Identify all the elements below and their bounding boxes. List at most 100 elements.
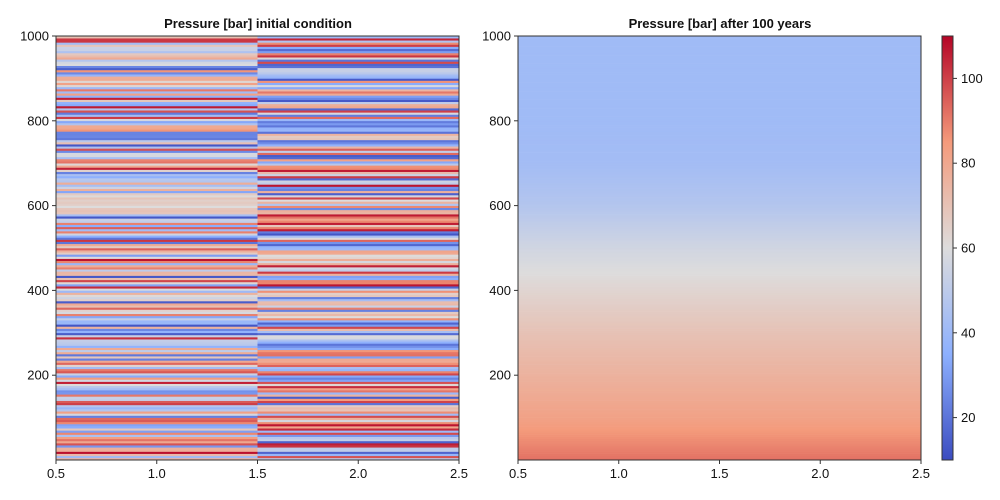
heatmap-cell (518, 430, 921, 433)
heatmap-cell (257, 211, 459, 215)
heatmap-cell (56, 398, 258, 401)
heatmap-cell (518, 252, 921, 255)
heatmap-cell (518, 180, 921, 183)
heatmap-cell (56, 231, 258, 234)
heatmap-cell (56, 434, 258, 437)
heatmap-cell (56, 184, 258, 187)
heatmap-cell (56, 334, 258, 338)
heatmap-cell (257, 245, 459, 249)
heatmap-cell (518, 146, 921, 149)
y-tick-label: 400 (489, 283, 511, 298)
heatmap-cell (257, 413, 459, 416)
heatmap-cell (56, 447, 258, 450)
heatmap-cell (257, 110, 459, 113)
heatmap-cell (518, 42, 921, 45)
heatmap-cell (56, 195, 258, 198)
heatmap-cell (518, 186, 921, 189)
heatmap-cell (518, 271, 921, 274)
heatmap-cell (56, 86, 258, 90)
heatmap-cell (56, 298, 258, 302)
heatmap-cell (257, 332, 459, 336)
heatmap-cell (257, 349, 459, 353)
y-tick-label: 200 (27, 368, 49, 383)
heatmap-cell (518, 358, 921, 361)
heatmap-cell (257, 184, 459, 187)
heatmap-cell (518, 125, 921, 128)
x-tick-label: 0.5 (509, 466, 527, 481)
heatmap-cell (518, 228, 921, 232)
heatmap-cell (56, 156, 258, 160)
heatmap-cell (56, 237, 258, 240)
heatmap-cell (56, 351, 258, 355)
heatmap-cell (518, 392, 921, 395)
x-tick-label: 1.0 (148, 466, 166, 481)
heatmap-cell (257, 93, 459, 96)
heatmap-cell (56, 239, 258, 242)
heatmap-cell (518, 80, 921, 83)
heatmap-cell (518, 301, 921, 304)
heatmap-cell (518, 275, 921, 278)
heatmap-cell (56, 36, 258, 39)
heatmap-cell (518, 38, 921, 41)
heatmap-cell (56, 207, 258, 211)
heatmap-cell (56, 411, 258, 414)
heatmap-cell (56, 292, 258, 295)
heatmap-cell (56, 110, 258, 113)
heatmap-cell (56, 322, 258, 325)
heatmap-cell (56, 430, 258, 433)
heatmap-cell (56, 451, 258, 454)
heatmap-cell (257, 451, 459, 454)
heatmap-cell (257, 131, 459, 134)
heatmap-cell (257, 91, 459, 94)
heatmap-cell (257, 214, 459, 217)
heatmap-cell (56, 443, 258, 446)
heatmap-cell (257, 36, 459, 39)
heatmap-cell (518, 182, 921, 185)
heatmap-cell (56, 186, 258, 189)
heatmap-cell (56, 61, 258, 64)
heatmap-cell (257, 400, 459, 404)
heatmap-cell (518, 256, 921, 259)
heatmap-cell (56, 366, 258, 370)
heatmap-cell (257, 426, 459, 429)
heatmap-cell (56, 224, 258, 228)
heatmap-cell (257, 330, 459, 334)
heatmap-cell (257, 432, 459, 435)
heatmap-cell (518, 46, 921, 50)
heatmap-cell (56, 349, 258, 353)
heatmap-cell (518, 101, 921, 105)
heatmap-cell (257, 364, 459, 368)
heatmap-cell (56, 407, 258, 410)
heatmap-cell (56, 78, 258, 81)
heatmap-cell (257, 423, 459, 427)
heatmap-cell (518, 417, 921, 421)
heatmap-cell (518, 434, 921, 437)
heatmap-cell (257, 65, 459, 69)
heatmap-cell (518, 303, 921, 306)
heatmap-cell (518, 237, 921, 240)
heatmap-cell (257, 256, 459, 259)
heatmap-cell (518, 317, 921, 321)
heatmap-cell (257, 235, 459, 238)
heatmap-cell (518, 118, 921, 122)
heatmap-cell (518, 63, 921, 66)
heatmap-cell (257, 158, 459, 162)
after-100-years-x-ticks: 0.5 1.0 1.5 2.0 2.5 (509, 460, 930, 481)
heatmap-cell (518, 188, 921, 192)
heatmap-cell (518, 214, 921, 217)
heatmap-cell (257, 105, 459, 109)
heatmap-cell (257, 135, 459, 139)
heatmap-cell (56, 303, 258, 306)
heatmap-cell (56, 120, 258, 124)
heatmap-cell (56, 209, 258, 213)
heatmap-cell (56, 426, 258, 429)
heatmap-cell (257, 205, 459, 209)
heatmap-cell (56, 330, 258, 334)
heatmap-cell (56, 97, 258, 100)
heatmap-cell (257, 313, 459, 317)
heatmap-cell (518, 55, 921, 58)
heatmap-cell (257, 222, 459, 225)
y-tick-label: 600 (489, 198, 511, 213)
heatmap-cell (257, 203, 459, 206)
x-tick-label: 0.5 (47, 466, 65, 481)
